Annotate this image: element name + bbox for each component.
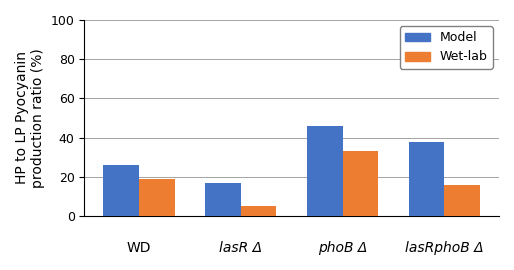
Bar bbox=[343, 151, 378, 216]
Legend: Model, Wet-lab: Model, Wet-lab bbox=[400, 26, 493, 69]
Y-axis label: HP to LP Pyocyanin
production ratio (%): HP to LP Pyocyanin production ratio (%) bbox=[15, 48, 45, 188]
Bar bbox=[307, 126, 343, 216]
Text: phoB Δ: phoB Δ bbox=[318, 241, 368, 255]
Bar bbox=[139, 179, 175, 216]
Bar bbox=[445, 185, 480, 216]
Bar bbox=[409, 141, 445, 216]
Bar bbox=[241, 206, 277, 216]
Bar bbox=[103, 165, 139, 216]
Text: lasR Δ: lasR Δ bbox=[219, 241, 262, 255]
Text: lasRphoB Δ: lasRphoB Δ bbox=[405, 241, 484, 255]
Text: WD: WD bbox=[126, 241, 151, 255]
Bar bbox=[205, 183, 241, 216]
